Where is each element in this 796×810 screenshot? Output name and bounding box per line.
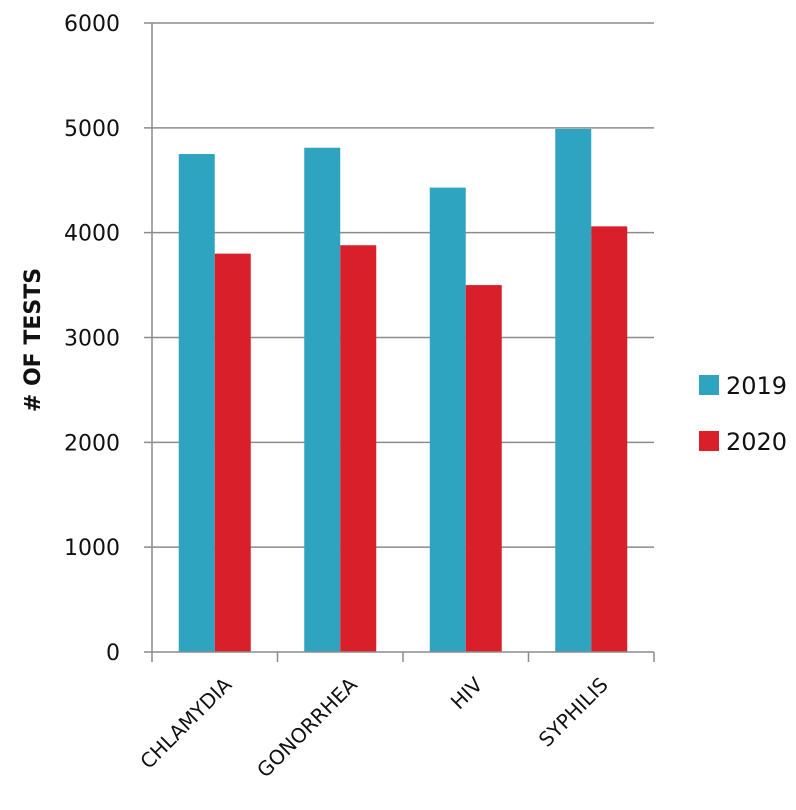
bar-2020-gonorrhea: [340, 245, 377, 652]
legend: 2019 2020: [699, 372, 787, 456]
x-tick-label: HIV: [446, 672, 488, 714]
y-tick-label: 4000: [64, 222, 120, 247]
bar-2020-chlamydia: [214, 253, 251, 652]
y-tick-label: 1000: [64, 536, 120, 561]
bar-2019-gonorrhea: [304, 147, 341, 653]
legend-label-2020: 2020: [726, 428, 787, 456]
y-tick-label: 5000: [64, 117, 120, 142]
legend-swatch-2020: [699, 431, 719, 451]
bars: [178, 128, 628, 653]
legend-label-2019: 2019: [726, 372, 787, 400]
x-tick-label: GONORRHEA: [252, 672, 362, 782]
bar-2020-syphilis: [591, 226, 628, 653]
bar-2019-syphilis: [555, 128, 592, 653]
bar-2019-hiv: [429, 187, 466, 653]
bar-2019-chlamydia: [178, 154, 215, 652]
y-tick-label: 2000: [64, 431, 120, 456]
x-tick-label: CHLAMYDIA: [135, 672, 236, 773]
legend-swatch-2019: [699, 375, 719, 395]
y-axis-title: # OF TESTS: [21, 268, 46, 412]
y-tick-label: 3000: [64, 327, 120, 352]
x-tick-label: SYPHILIS: [534, 673, 613, 752]
bar-2020-hiv: [465, 285, 502, 652]
y-tick-label: 6000: [64, 12, 120, 37]
y-tick-label: 0: [106, 641, 120, 666]
